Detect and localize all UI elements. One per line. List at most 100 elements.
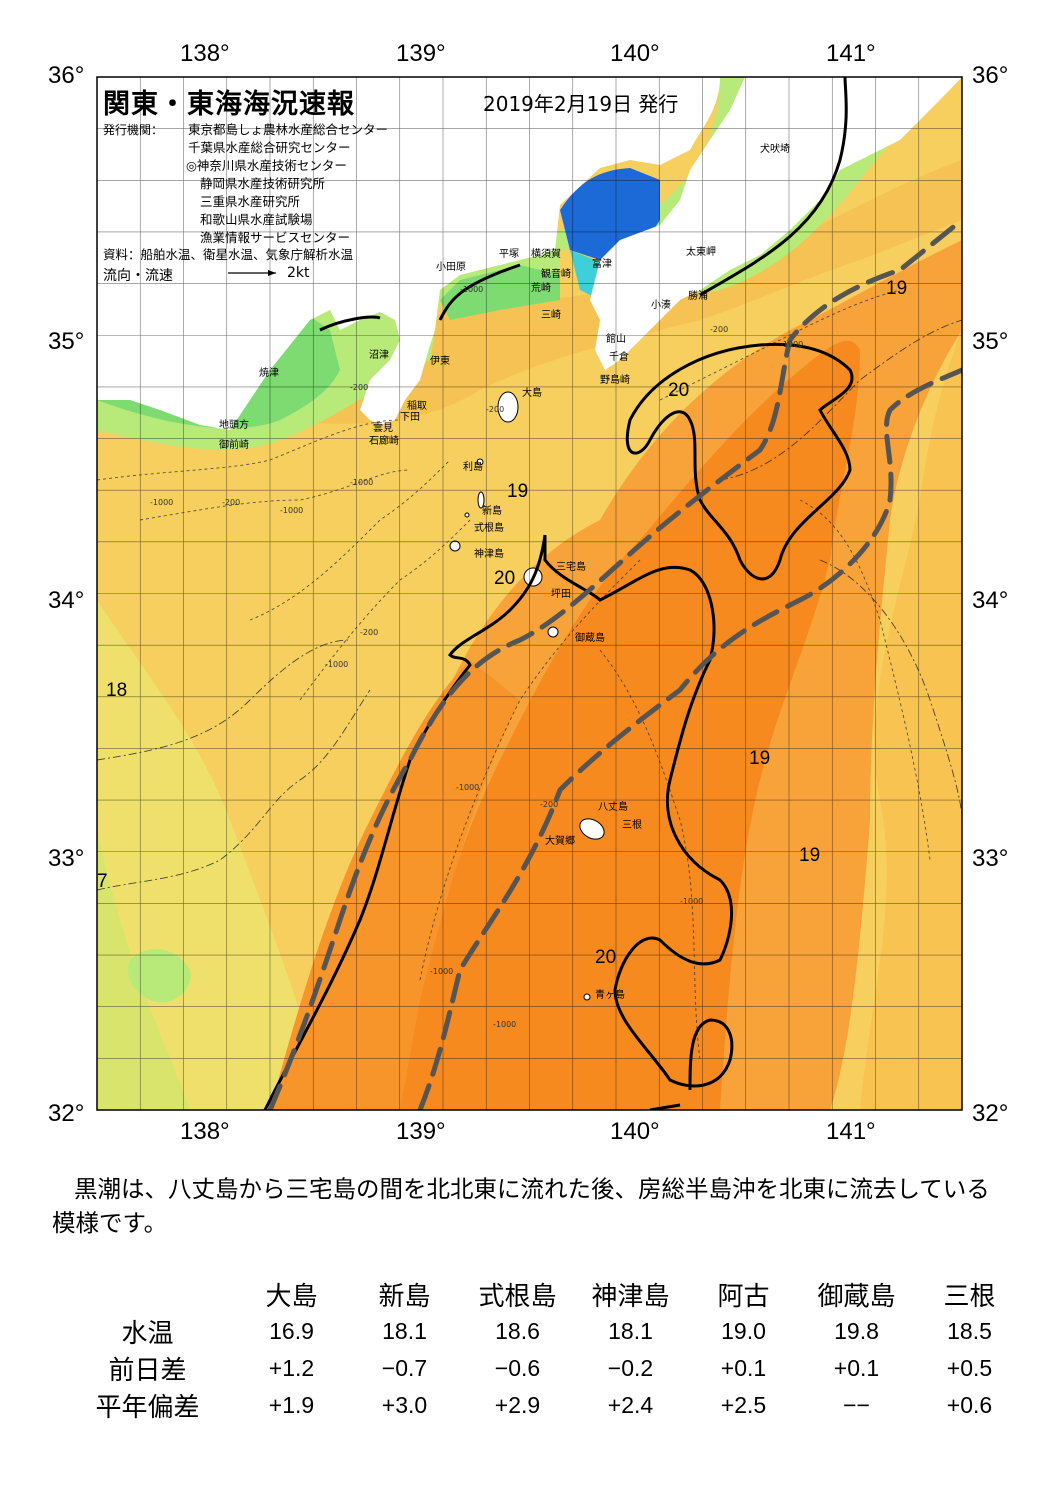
dashdot-contours <box>97 319 962 891</box>
isotherm-label: 20 <box>595 947 617 968</box>
table-cell: −− <box>843 1392 870 1418</box>
table-row: 平年偏差 +1.9 +3.0 +2.9 +2.4 +2.5 −− +0.6 <box>60 1387 1026 1424</box>
map-canvas <box>96 76 963 1111</box>
flow-legend-label: 流向・流速 <box>103 268 173 284</box>
table-cell: +0.5 <box>946 1355 993 1381</box>
lat-right-34: 34° <box>972 587 1009 614</box>
table-cell: +0.1 <box>720 1355 767 1381</box>
isotherm-label: 19 <box>886 278 908 299</box>
island-mikurajima <box>547 626 559 638</box>
sea-temperature-map: 138° 139° 140° 141° 138° 139° 140° 141° … <box>48 40 1009 1145</box>
place-odawara: 小田原 <box>436 262 466 273</box>
depth-label: -1000 <box>493 1020 517 1029</box>
uraga-cyan <box>570 250 600 300</box>
sagami-green <box>440 265 560 320</box>
isotherm-suruga <box>319 315 381 332</box>
place-tateyama: 館山 <box>606 334 626 345</box>
lon-top-138: 138° <box>180 40 230 67</box>
depth-label: -1000 <box>780 340 804 349</box>
land-boso <box>590 77 962 370</box>
green-patch-sw <box>128 949 191 1003</box>
table-cell: 19.0 <box>721 1318 766 1344</box>
place-futtsu: 富津 <box>592 259 612 270</box>
column-header: 大島 <box>265 1282 318 1312</box>
place-misaki: 三崎 <box>541 310 561 321</box>
island-oshima <box>497 391 519 423</box>
kuroshio-axis <box>267 217 962 1110</box>
place-chikura: 千倉 <box>609 352 629 363</box>
depth-label: -1000 <box>280 506 304 515</box>
table-cell: 16.9 <box>269 1318 314 1344</box>
summary-text: 黒潮は、八丈島から三宅島の間を北北東に流れた後、房総半島沖を北東に流去している模… <box>52 1172 1012 1240</box>
isotherm-label: 19 <box>799 845 821 866</box>
table-cell: +0.1 <box>833 1355 880 1381</box>
place-kumomi: 雲見 <box>373 423 393 434</box>
isotherm-bottom <box>649 1103 681 1110</box>
isotherm-label: 20 <box>494 568 516 589</box>
column-header: 神津島 <box>591 1282 670 1312</box>
table-cell: +2.4 <box>607 1392 654 1418</box>
table-cell: +2.9 <box>494 1392 541 1418</box>
isotherm-20-main <box>543 535 734 1091</box>
place-toshima: 利島 <box>463 462 483 473</box>
table-cell: 18.1 <box>382 1318 427 1344</box>
depth-label: -1000 <box>680 897 704 906</box>
isotherm-label: 19 <box>749 748 771 769</box>
issue-date: 2019年2月19日 発行 <box>483 92 679 116</box>
depth-label: -1000 <box>456 783 480 792</box>
warm-core-w <box>270 660 520 1110</box>
flow-legend-unit: 2kt <box>287 265 310 281</box>
place-yaizu: 焼津 <box>259 368 279 379</box>
place-omaezaki: 御前崎 <box>219 440 249 451</box>
place-shikinejima: 式根島 <box>474 523 504 534</box>
row-label: 平年偏差 <box>95 1393 200 1423</box>
depth-label: -1000 <box>150 498 174 507</box>
place-ito: 伊東 <box>430 356 450 367</box>
lat-right-35: 35° <box>972 328 1009 355</box>
publisher-item: 千葉県水産総合研究センター <box>188 140 351 155</box>
lat-right-33: 33° <box>972 845 1009 872</box>
table-cell: +2.5 <box>720 1392 767 1418</box>
depth-label: -200 <box>222 498 241 507</box>
table-cell: 18.5 <box>947 1318 992 1344</box>
place-kannonzaki: 観音崎 <box>541 269 571 280</box>
table-corner <box>60 1276 235 1313</box>
flow-arrowhead <box>268 270 276 276</box>
table-cell: 19.8 <box>834 1318 879 1344</box>
kuroshio-axis-main <box>267 217 962 1110</box>
lon-bottom-141: 141° <box>826 1118 876 1145</box>
place-aogashima: 青ヶ島 <box>595 990 625 1001</box>
row-label: 水温 <box>121 1319 174 1349</box>
lat-right-32: 32° <box>972 1100 1009 1127</box>
lat-left-33: 33° <box>48 845 85 872</box>
warm-core <box>400 340 860 1110</box>
publisher-item: 漁業情報サービスセンター <box>200 230 351 245</box>
summary-paragraph: 黒潮は、八丈島から三宅島の間を北北東に流れた後、房総半島沖を北東に流去している模… <box>52 1175 990 1237</box>
island-kozushima <box>449 540 461 552</box>
place-okago: 大賀郷 <box>545 836 575 847</box>
table-cell: +1.2 <box>268 1355 315 1381</box>
place-hiratsuka: 平塚 <box>499 249 519 260</box>
depth-contours <box>97 289 931 1061</box>
lon-top-140: 140° <box>610 40 660 67</box>
lat-left-32: 32° <box>48 1100 85 1127</box>
east-band <box>860 330 962 1110</box>
place-kozushima: 神津島 <box>474 549 504 560</box>
publisher-item: 和歌山県水産試験場 <box>200 212 313 227</box>
table-cell: 18.6 <box>495 1318 540 1344</box>
lon-bottom-140: 140° <box>610 1118 660 1145</box>
table-cell: −0.6 <box>494 1355 541 1381</box>
table-cell: +1.9 <box>268 1392 315 1418</box>
column-header: 新島 <box>378 1282 431 1312</box>
place-niijima: 新島 <box>482 506 502 517</box>
kuroshio-axis-south <box>417 367 962 1110</box>
table-cell: −0.2 <box>607 1355 654 1381</box>
place-taitomisaki: 太東岬 <box>686 247 716 258</box>
table-cell: 18.1 <box>608 1318 653 1344</box>
lat-left-34: 34° <box>48 587 85 614</box>
lat-left-35: 35° <box>48 328 85 355</box>
row-label: 前日差 <box>108 1356 187 1386</box>
lon-top-139: 139° <box>396 40 446 67</box>
isotherm-sagami <box>438 263 521 321</box>
lat-right-36: 36° <box>972 62 1009 89</box>
